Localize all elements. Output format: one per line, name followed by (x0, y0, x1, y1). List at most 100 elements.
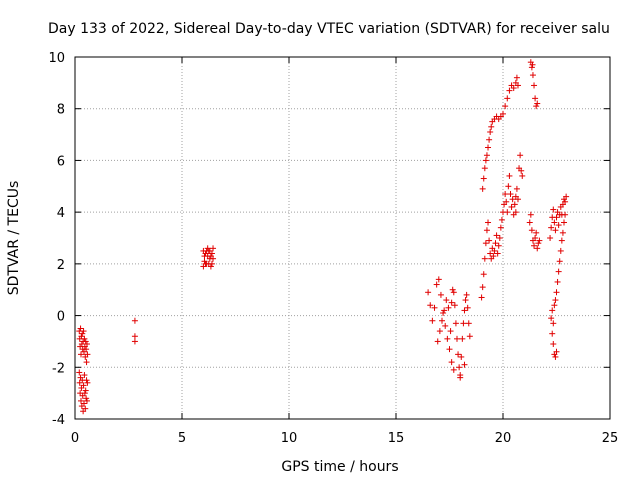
data-point (427, 302, 434, 309)
data-point (491, 247, 498, 254)
data-point (511, 201, 518, 208)
data-point (482, 240, 489, 247)
data-point (532, 95, 539, 102)
data-point (533, 103, 540, 110)
data-point (463, 291, 470, 298)
data-point (513, 74, 520, 81)
data-point (459, 335, 466, 342)
y-tick-label: 4 (57, 206, 65, 221)
data-point (205, 260, 212, 267)
data-point (553, 348, 560, 355)
data-point (557, 247, 564, 254)
data-point (553, 214, 560, 221)
data-point (555, 222, 562, 229)
data-point (500, 110, 506, 117)
data-point (502, 191, 509, 198)
data-point (448, 299, 455, 306)
data-point (483, 152, 490, 159)
data-point (79, 330, 86, 337)
data-point (81, 335, 88, 342)
data-point (534, 100, 541, 107)
data-point (84, 379, 91, 386)
data-point (461, 361, 468, 368)
data-point (488, 123, 495, 130)
data-point (447, 328, 454, 335)
y-tick-label: -4 (52, 413, 65, 428)
data-point (210, 245, 217, 252)
data-point (449, 286, 456, 293)
data-point (77, 397, 84, 404)
data-point (444, 335, 451, 342)
data-point (440, 309, 447, 316)
data-point (562, 211, 569, 218)
x-tick-label: 5 (178, 431, 186, 446)
data-point (529, 61, 536, 68)
data-point (481, 255, 488, 262)
data-point (83, 377, 90, 384)
data-point (78, 333, 85, 340)
data-point (210, 255, 217, 262)
data-point (556, 258, 563, 265)
data-point (502, 103, 509, 110)
data-point (550, 206, 557, 213)
chart-title: Day 133 of 2022, Sidereal Day-to-day VTE… (48, 21, 610, 37)
data-point (433, 281, 440, 288)
data-point (466, 333, 473, 340)
data-point (529, 72, 536, 79)
data-point (514, 82, 521, 89)
data-point (81, 390, 88, 397)
data-point (480, 271, 487, 278)
data-point (478, 294, 485, 301)
data-point (505, 183, 512, 190)
x-tick-label: 20 (495, 431, 512, 446)
data-point (83, 397, 90, 404)
data-point (446, 346, 453, 353)
data-point (560, 219, 567, 226)
data-point (517, 152, 524, 159)
data-point (528, 64, 535, 71)
data-point (131, 338, 138, 345)
data-point (496, 235, 503, 241)
y-tick-label: 6 (57, 154, 65, 169)
data-point (504, 95, 511, 102)
data-point (456, 364, 463, 371)
data-point (429, 317, 436, 324)
y-tick-label: 10 (48, 51, 65, 66)
data-point (82, 338, 89, 345)
data-point (78, 341, 85, 348)
data-point (506, 87, 513, 94)
data-point (509, 196, 516, 203)
data-point (453, 335, 460, 342)
data-point (131, 317, 138, 324)
data-point (425, 289, 432, 296)
x-tick-label: 10 (281, 431, 298, 446)
data-point (479, 185, 486, 192)
data-point (498, 216, 505, 223)
data-point (494, 250, 501, 257)
data-point (462, 297, 469, 304)
data-point (553, 289, 560, 296)
y-axis-label: SDTVAR / TECUs (6, 181, 22, 296)
data-point (442, 322, 449, 329)
y-tick-label: -2 (52, 361, 65, 376)
data-point (461, 307, 468, 314)
data-point (527, 211, 534, 218)
data-point (534, 245, 541, 252)
data-point (460, 320, 467, 327)
data-point (563, 193, 570, 200)
data-point (555, 268, 562, 275)
data-point (483, 227, 490, 234)
data-point (518, 167, 525, 174)
data-point (552, 227, 559, 234)
data-point (504, 209, 511, 216)
data-point (458, 353, 465, 360)
x-tick-label: 0 (71, 431, 79, 446)
data-point (439, 317, 446, 324)
data-point (486, 136, 493, 143)
data-point (549, 330, 556, 337)
data-point (513, 185, 520, 192)
data-point (552, 353, 559, 360)
data-point (464, 304, 471, 311)
data-point (550, 320, 557, 327)
data-point (450, 289, 457, 296)
